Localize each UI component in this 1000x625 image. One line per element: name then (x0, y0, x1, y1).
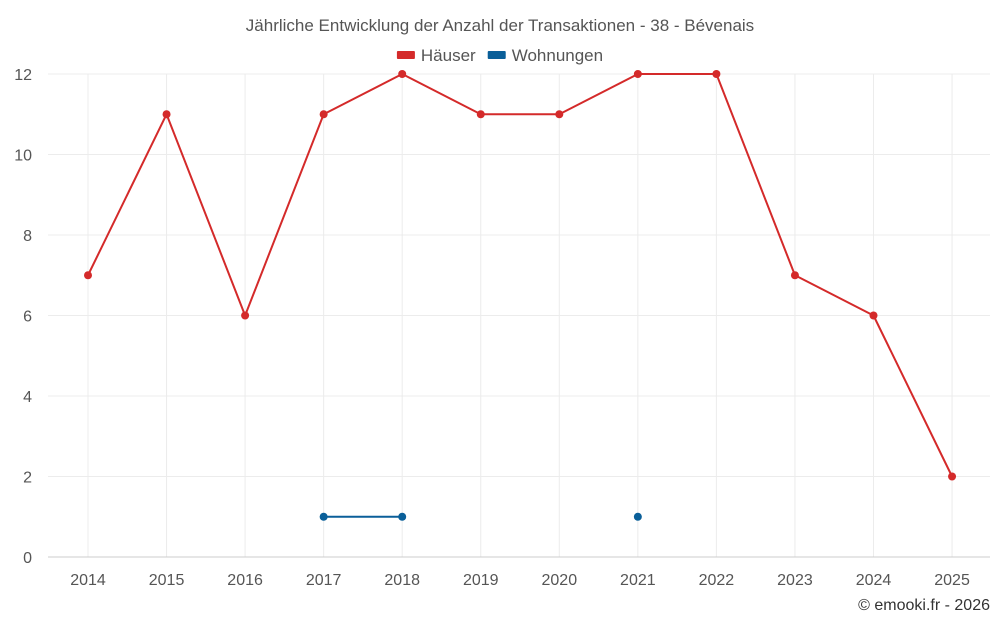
x-axis-ticks: 2014 2015 2016 2017 2018 2019 2020 2021 2022 2023… (70, 572, 970, 589)
series-1 (319, 512, 642, 521)
legend-swatch (396, 51, 415, 59)
x-tick-label: 2023 (777, 572, 813, 589)
legend-item[interactable]: Wohnungen (487, 46, 603, 65)
data-point[interactable] (869, 311, 878, 320)
chart-title: Jährliche Entwicklung der Anzahl der Tra… (246, 16, 754, 35)
credit-text: © emooki.fr - 2026 (858, 597, 990, 614)
data-point[interactable] (633, 70, 642, 78)
y-tick-label: 2 (23, 470, 32, 487)
legend-label: Wohnungen (512, 46, 603, 65)
data-point[interactable] (790, 271, 799, 280)
x-tick-label: 2021 (620, 572, 656, 589)
legend-swatch (487, 51, 506, 59)
data-point[interactable] (555, 110, 564, 119)
data-point[interactable] (398, 70, 407, 78)
x-tick-label: 2016 (227, 572, 263, 589)
x-tick-label: 2022 (699, 572, 735, 589)
y-tick-label: 10 (14, 148, 32, 165)
x-tick-label: 2017 (306, 572, 342, 589)
series-layer (84, 70, 957, 521)
x-tick-label: 2020 (542, 572, 578, 589)
data-point[interactable] (84, 271, 92, 280)
x-tick-label: 2025 (934, 572, 970, 589)
series-line (87, 73, 953, 477)
data-point[interactable] (948, 472, 957, 481)
series-0 (84, 70, 957, 481)
data-point[interactable] (162, 110, 171, 119)
x-tick-label: 2018 (384, 572, 420, 589)
data-point[interactable] (633, 512, 642, 521)
data-point[interactable] (319, 110, 328, 119)
y-tick-label: 8 (23, 228, 32, 245)
legend: Häuser Wohnungen (396, 46, 603, 65)
y-gridlines (48, 73, 990, 477)
data-point[interactable] (476, 110, 485, 119)
x-tick-label: 2014 (70, 572, 106, 589)
data-point[interactable] (398, 512, 407, 521)
y-axis-ticks: 0 2 4 6 8 10 12 (14, 67, 32, 567)
y-tick-label: 4 (23, 389, 32, 406)
x-tick-label: 2024 (856, 572, 892, 589)
legend-label: Häuser (421, 46, 476, 65)
x-tick-label: 2015 (149, 572, 185, 589)
x-tick-label: 2019 (463, 572, 499, 589)
data-point[interactable] (712, 70, 721, 78)
data-point[interactable] (319, 512, 328, 521)
legend-item[interactable]: Häuser (396, 46, 476, 65)
y-tick-label: 6 (23, 309, 32, 326)
y-tick-label: 12 (14, 67, 32, 84)
y-tick-label: 0 (23, 550, 32, 567)
data-point[interactable] (241, 311, 250, 320)
